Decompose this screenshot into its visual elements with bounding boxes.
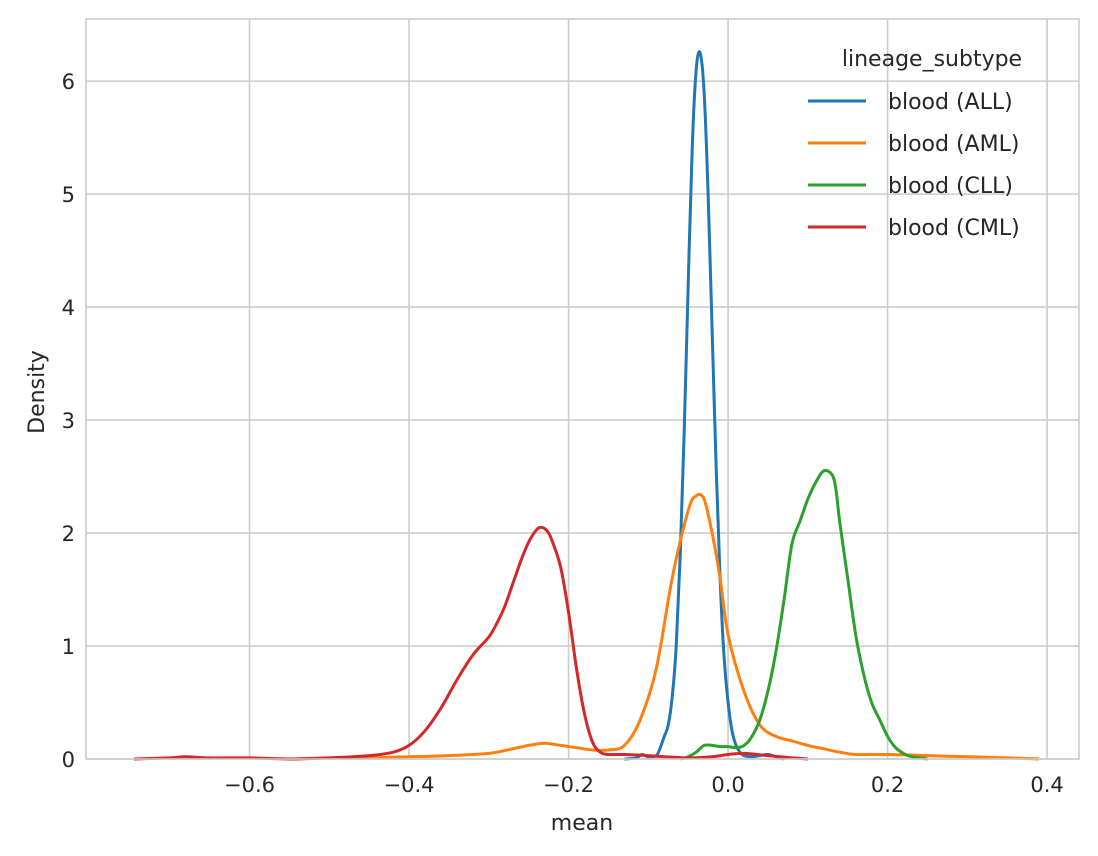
legend-entry: blood (AML) (888, 132, 1019, 157)
y-tick-label: 1 (62, 635, 75, 659)
x-tick-labels: −0.6 −0.4 −0.2 0.0 0.2 0.4 (224, 773, 1064, 797)
x-axis-label: mean (551, 811, 613, 836)
series-line (679, 468, 928, 761)
series-line (289, 492, 1040, 761)
y-tick-label: 6 (62, 70, 75, 94)
y-tick-label: 5 (62, 183, 75, 207)
legend-title: lineage_subtype (842, 47, 1022, 72)
grid-lines (86, 19, 1079, 760)
legend: lineage_subtype blood (ALL) blood (AML) bl… (808, 47, 1022, 241)
y-tick-label: 4 (62, 296, 75, 320)
y-axis-label: Density (25, 350, 50, 434)
x-tick-label: −0.4 (384, 773, 435, 797)
x-tick-label: −0.2 (543, 773, 594, 797)
plot-frame (85, 18, 1080, 760)
legend-entry: blood (CLL) (888, 174, 1013, 199)
series-line (133, 525, 808, 761)
x-tick-label: 0.2 (871, 773, 904, 797)
x-tick-label: 0.0 (711, 773, 744, 797)
y-tick-label: 3 (62, 409, 75, 433)
y-tick-label: 2 (62, 522, 75, 546)
legend-entry: blood (CML) (888, 216, 1020, 241)
y-tick-label: 0 (62, 748, 75, 772)
series-layer (133, 50, 1040, 761)
y-tick-labels: 0 1 2 3 4 5 6 (62, 70, 75, 772)
x-tick-label: 0.4 (1030, 773, 1063, 797)
x-tick-label: −0.6 (224, 773, 275, 797)
legend-entry: blood (ALL) (888, 90, 1013, 115)
plot-background (86, 19, 1079, 759)
